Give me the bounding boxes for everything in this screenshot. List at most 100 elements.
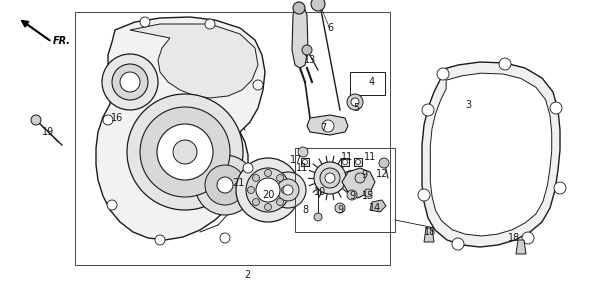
Bar (75, 12, 390, 265)
Circle shape (356, 160, 360, 165)
Text: 5: 5 (353, 103, 359, 113)
Circle shape (298, 147, 308, 157)
Circle shape (499, 58, 511, 70)
Text: 10: 10 (314, 187, 326, 197)
Text: 21: 21 (232, 178, 244, 188)
Circle shape (253, 80, 263, 90)
Circle shape (322, 120, 334, 132)
Polygon shape (96, 17, 265, 240)
Bar (354, 158, 362, 166)
Circle shape (264, 169, 271, 176)
Text: 11: 11 (296, 163, 308, 173)
Circle shape (311, 0, 325, 11)
Circle shape (355, 173, 365, 183)
Circle shape (236, 158, 300, 222)
Circle shape (277, 179, 299, 201)
Circle shape (281, 187, 289, 194)
Circle shape (347, 94, 363, 110)
Circle shape (422, 104, 434, 116)
Text: 9: 9 (349, 191, 355, 201)
Text: 8: 8 (302, 205, 308, 215)
Circle shape (320, 168, 340, 188)
Circle shape (277, 175, 284, 182)
Text: 12: 12 (376, 169, 388, 179)
Polygon shape (370, 200, 386, 212)
Circle shape (217, 177, 233, 193)
Circle shape (253, 199, 260, 206)
Circle shape (343, 160, 348, 165)
Circle shape (314, 162, 346, 194)
Circle shape (31, 115, 41, 125)
Text: 11: 11 (341, 152, 353, 162)
Circle shape (127, 94, 243, 210)
Text: 20: 20 (262, 190, 274, 200)
Circle shape (140, 107, 230, 197)
Polygon shape (424, 228, 434, 242)
Text: 18: 18 (424, 227, 436, 237)
Circle shape (347, 190, 357, 200)
Circle shape (243, 163, 253, 173)
Circle shape (335, 203, 345, 213)
Text: 16: 16 (111, 113, 123, 123)
Text: 9: 9 (361, 170, 367, 180)
Circle shape (140, 17, 150, 27)
Circle shape (247, 187, 254, 194)
Circle shape (302, 45, 312, 55)
Circle shape (379, 158, 389, 168)
Circle shape (253, 175, 260, 182)
Text: 3: 3 (465, 100, 471, 110)
Text: 18: 18 (508, 233, 520, 243)
Polygon shape (342, 168, 375, 198)
Text: 7: 7 (320, 123, 326, 133)
Circle shape (293, 2, 305, 14)
Circle shape (283, 185, 293, 195)
Circle shape (120, 72, 140, 92)
Circle shape (452, 238, 464, 250)
Circle shape (277, 199, 284, 206)
Polygon shape (516, 240, 526, 254)
Circle shape (364, 189, 372, 197)
Text: FR.: FR. (53, 36, 71, 46)
Text: 19: 19 (42, 127, 54, 137)
Circle shape (155, 235, 165, 245)
Polygon shape (292, 5, 308, 68)
Text: 6: 6 (327, 23, 333, 33)
Polygon shape (422, 62, 560, 247)
Circle shape (554, 182, 566, 194)
Circle shape (325, 173, 335, 183)
Circle shape (205, 165, 245, 205)
Circle shape (195, 155, 255, 215)
Circle shape (173, 140, 197, 164)
Circle shape (418, 189, 430, 201)
Circle shape (157, 124, 213, 180)
Circle shape (437, 68, 449, 80)
Text: 4: 4 (369, 77, 375, 87)
Circle shape (303, 160, 307, 165)
Polygon shape (307, 115, 348, 135)
Text: 2: 2 (244, 270, 250, 280)
Bar (341, 158, 349, 166)
Polygon shape (130, 24, 258, 98)
Circle shape (205, 19, 215, 29)
Circle shape (102, 54, 158, 110)
Text: 11: 11 (364, 152, 376, 162)
Circle shape (550, 102, 562, 114)
Bar (301, 158, 309, 166)
Bar (295, 148, 395, 232)
Circle shape (314, 213, 322, 221)
Circle shape (220, 233, 230, 243)
Circle shape (246, 168, 290, 212)
Polygon shape (350, 72, 385, 95)
Circle shape (270, 172, 306, 208)
Circle shape (256, 178, 280, 202)
Text: 13: 13 (304, 55, 316, 65)
Polygon shape (430, 73, 552, 236)
Circle shape (107, 200, 117, 210)
Text: 15: 15 (362, 191, 374, 201)
Text: 17: 17 (290, 155, 302, 165)
Circle shape (351, 98, 359, 106)
Circle shape (103, 115, 113, 125)
Circle shape (264, 203, 271, 210)
Circle shape (112, 64, 148, 100)
Text: 9: 9 (337, 205, 343, 215)
